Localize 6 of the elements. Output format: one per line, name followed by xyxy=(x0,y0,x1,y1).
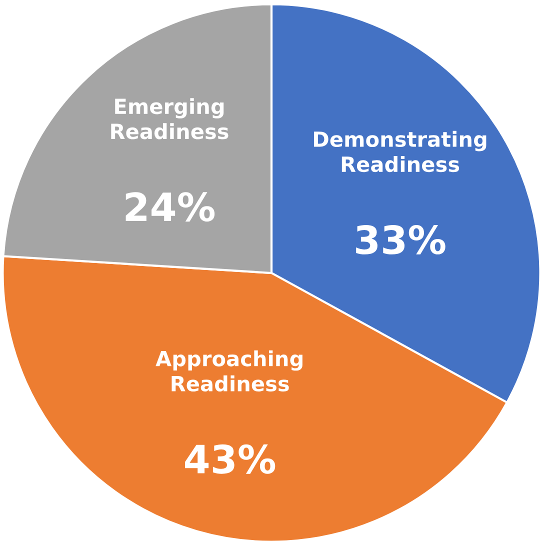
data-label: 43% xyxy=(185,444,276,474)
data-label: 33% xyxy=(356,225,446,254)
slice-label: Demonstrating Readiness xyxy=(314,130,486,172)
slice-label: Emerging Readiness xyxy=(111,98,228,140)
slice-label: Approaching Readiness xyxy=(156,350,302,392)
data-label: 24% xyxy=(126,192,215,222)
